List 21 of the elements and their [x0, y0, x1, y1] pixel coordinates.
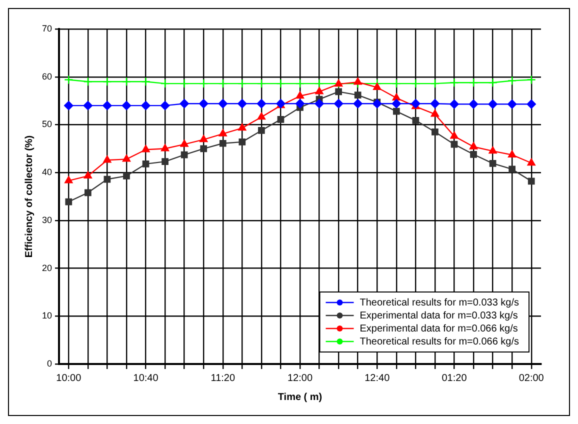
x-tick-label: 12:00 — [287, 372, 313, 384]
legend-label: Experimental data for m=0.066 kg/s — [360, 323, 518, 334]
y-axis-title: Efficiency of collector (%) — [24, 135, 35, 258]
x-tick-label: 12:40 — [364, 372, 390, 384]
x-tick-label: 01:20 — [442, 372, 468, 384]
y-tick-label: 20 — [42, 262, 52, 273]
y-tick-label: 70 — [42, 23, 52, 34]
x-tick-label: 11:20 — [210, 372, 236, 384]
legend-label: Theoretical results for m=0.066 kg/s — [360, 336, 520, 348]
y-tick-label: 40 — [42, 167, 52, 178]
x-tick-label: 02:00 — [518, 372, 544, 384]
x-axis-title: Time ( m) — [278, 392, 322, 403]
y-tick-label: 0 — [46, 358, 52, 368]
y-tick-label: 10 — [42, 310, 52, 321]
x-tick-label: 10:40 — [133, 372, 159, 384]
x-tick-label: 10:00 — [56, 372, 82, 384]
y-tick-label: 50 — [42, 119, 52, 130]
y-tick-label: 60 — [42, 71, 52, 82]
legend-label: Theoretical results for m=0.033 kg/s — [360, 297, 520, 308]
legend-label: Experimental data for m=0.033 kg/s — [360, 310, 518, 322]
y-tick-label: 30 — [42, 214, 52, 225]
